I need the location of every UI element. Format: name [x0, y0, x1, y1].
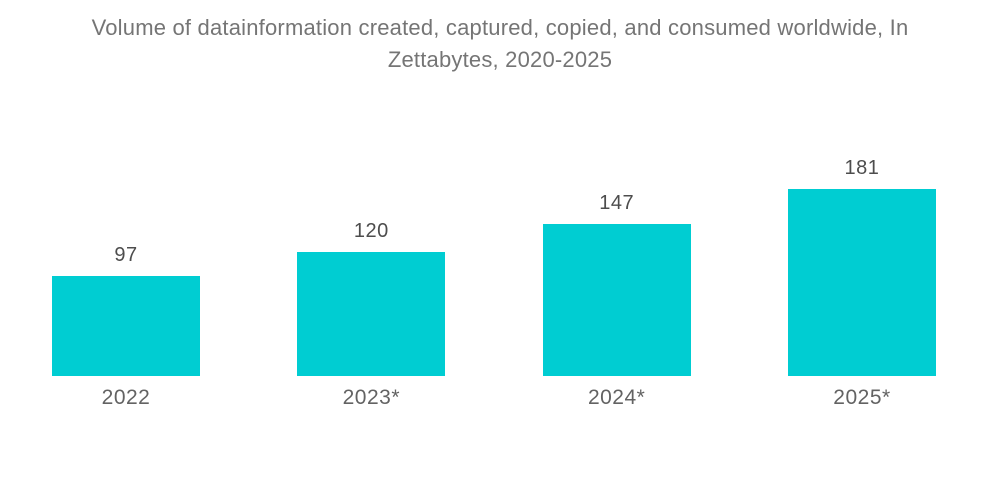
bar-value-label: 181: [844, 157, 880, 179]
bar-group: 181: [787, 157, 936, 376]
chart-title: Volume of datainformation created, captu…: [0, 12, 1000, 76]
bar-group: 97: [52, 245, 200, 376]
bar-value-label: 120: [353, 220, 389, 242]
x-axis-labels: 2022 2023* 2024* 2025*: [52, 386, 936, 410]
bar-2022: [52, 276, 200, 376]
bar-2023: [297, 252, 446, 376]
bar-2025: [787, 189, 936, 376]
chart-title-line-2: Zettabytes, 2020-2025: [387, 47, 613, 72]
bar-group: 147: [542, 192, 691, 376]
x-axis-label: 2022: [101, 386, 151, 409]
x-axis-label: 2025*: [833, 386, 891, 409]
x-axis-label: 2023*: [342, 386, 401, 409]
bar-2024: [542, 224, 691, 376]
chart-title-line-1: Volume of datainformation created, captu…: [91, 15, 909, 40]
plot-area: 97 120 147 181: [52, 0, 936, 376]
bar-group: 120: [297, 220, 446, 376]
bar-value-label: 97: [114, 244, 138, 266]
x-axis-label: 2024*: [587, 386, 646, 409]
bar-value-label: 147: [599, 192, 635, 214]
